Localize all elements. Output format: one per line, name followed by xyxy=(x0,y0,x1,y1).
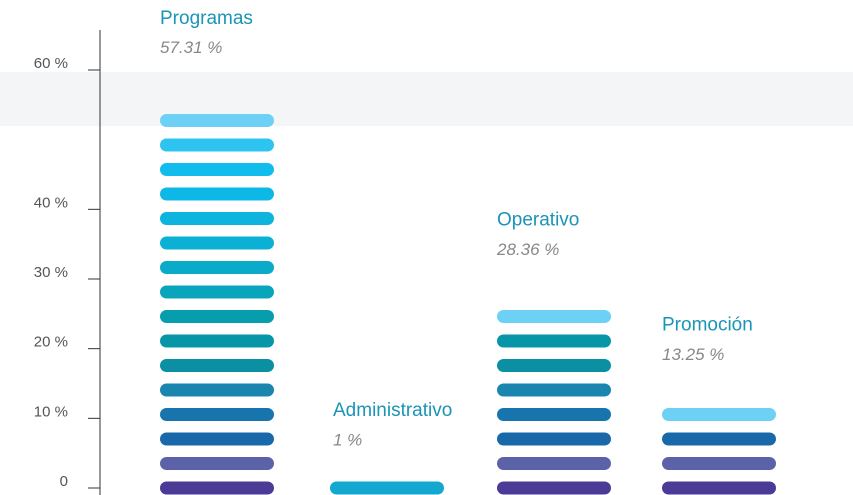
bar-segment xyxy=(160,334,274,348)
bar-segment xyxy=(497,383,611,397)
bar-segment xyxy=(662,481,776,495)
y-tick-label: 60 % xyxy=(34,55,68,72)
y-tick-label: 30 % xyxy=(34,264,68,281)
category-label: Promoción xyxy=(662,315,753,336)
bar-segment xyxy=(497,334,611,348)
bar-segment xyxy=(160,212,274,225)
bar-segment xyxy=(160,187,274,201)
bar xyxy=(497,310,611,495)
bar-segment xyxy=(160,285,274,299)
bar-segment xyxy=(160,408,274,421)
bar-segment xyxy=(497,359,611,372)
value-label: 1 % xyxy=(333,431,362,450)
bar-segment xyxy=(160,114,274,127)
bar-segment xyxy=(160,457,274,470)
category-label: Programas xyxy=(160,8,253,29)
bar-segment xyxy=(497,408,611,421)
value-label: 57.31 % xyxy=(160,38,222,57)
bar-segment xyxy=(160,481,274,495)
value-label: 13.25 % xyxy=(662,345,724,364)
bar-segment xyxy=(160,432,274,446)
bar xyxy=(160,114,274,495)
y-tick-label: 0 xyxy=(60,473,68,490)
bar-segment xyxy=(330,481,444,495)
bar-segment xyxy=(497,481,611,495)
bar-segment xyxy=(160,359,274,372)
y-tick-label: 20 % xyxy=(34,334,68,351)
value-label: 28.36 % xyxy=(496,240,559,259)
category-label: Operativo xyxy=(497,209,579,230)
bar xyxy=(662,408,776,495)
category-label: Administrativo xyxy=(333,400,452,421)
bar-segment xyxy=(160,261,274,274)
bar-segment xyxy=(497,310,611,323)
bar-segment xyxy=(160,138,274,152)
bar-segment xyxy=(160,310,274,323)
bar-segment xyxy=(662,457,776,470)
bar xyxy=(330,481,444,495)
bar-segment xyxy=(662,408,776,421)
bar-segment xyxy=(497,432,611,446)
bar-segment xyxy=(160,163,274,176)
highlight-band xyxy=(0,72,853,126)
y-tick-label: 40 % xyxy=(34,194,68,211)
bar-segment xyxy=(662,432,776,446)
bar-segment xyxy=(497,457,611,470)
y-tick-label: 10 % xyxy=(34,403,68,420)
bar-segment xyxy=(160,236,274,250)
bar-segment xyxy=(160,383,274,397)
